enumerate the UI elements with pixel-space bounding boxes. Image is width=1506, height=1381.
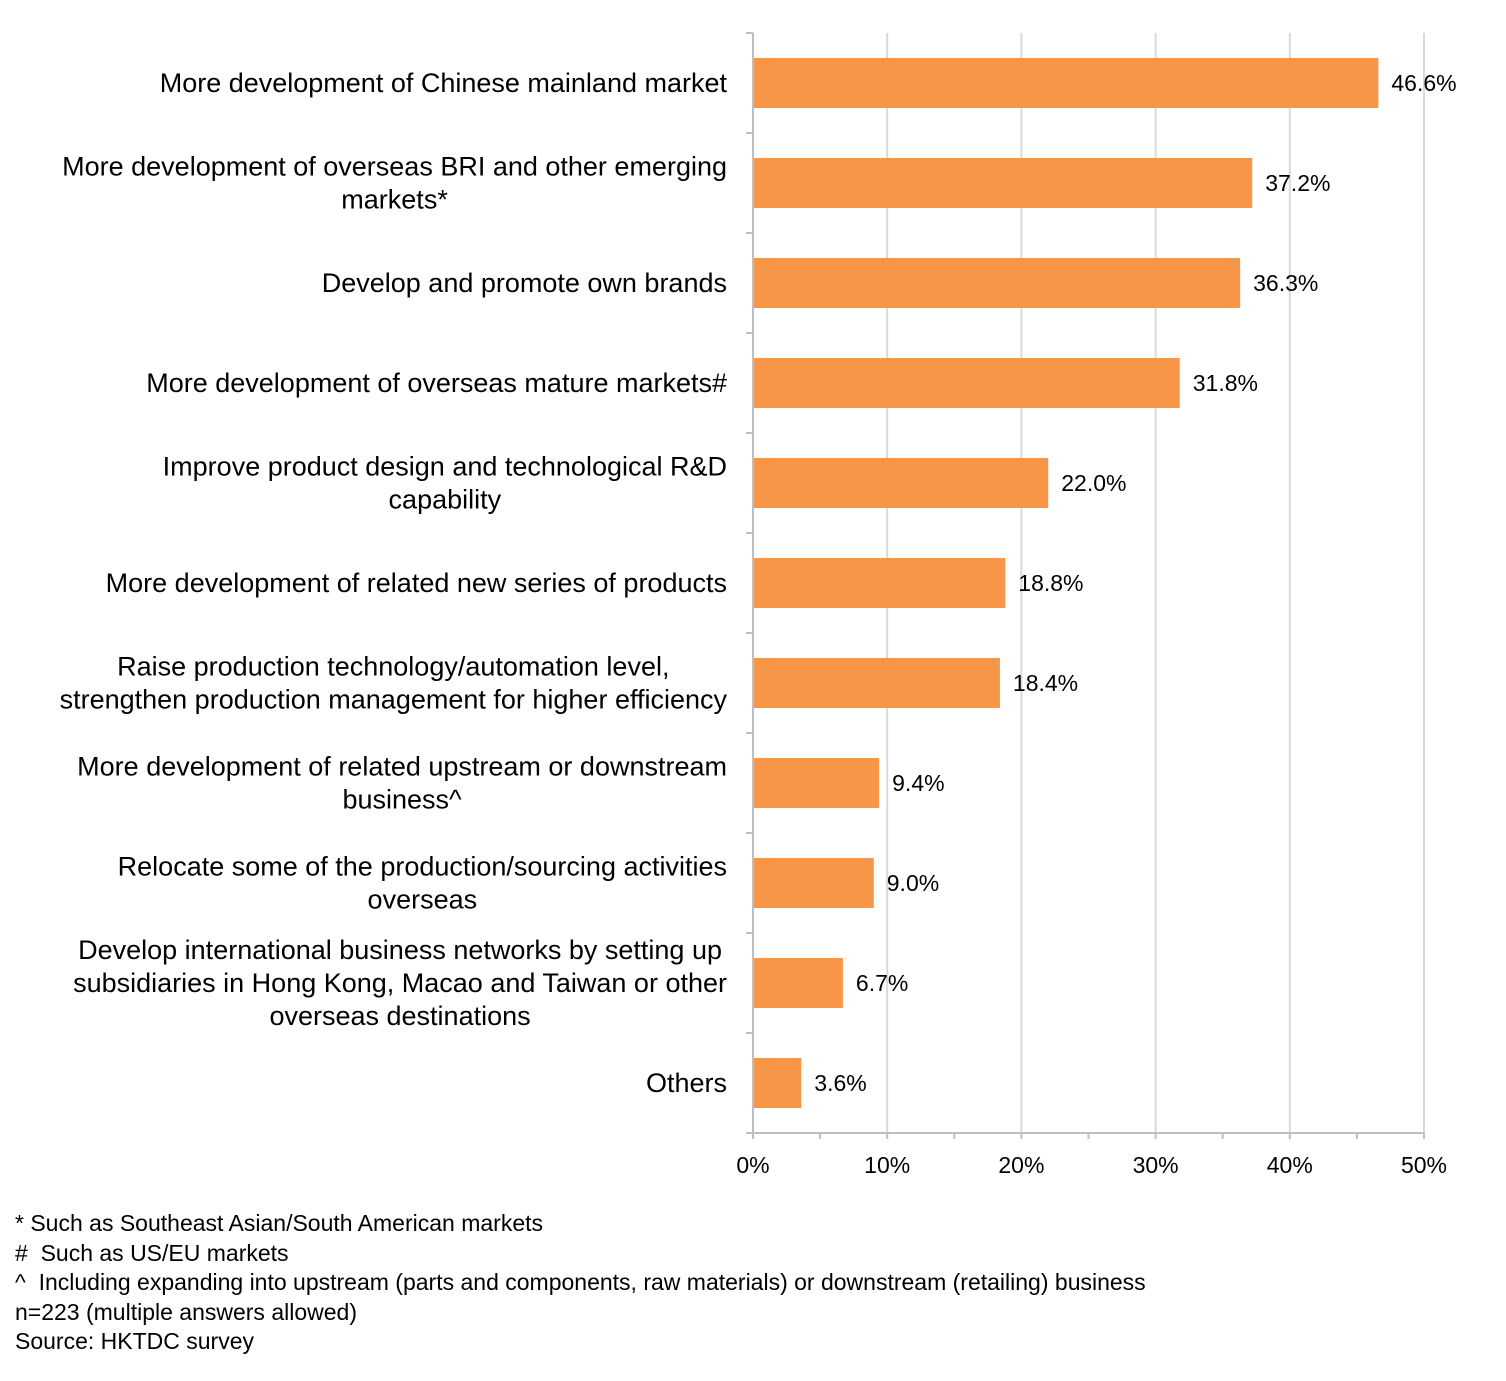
category-label: overseas	[368, 885, 478, 915]
category-label: More development of related upstream or …	[77, 752, 727, 782]
category-label: overseas destinations	[269, 1001, 530, 1031]
category-label: More development of related new series o…	[106, 568, 727, 598]
category-label: Relocate some of the production/sourcing…	[118, 852, 727, 882]
bar	[754, 358, 1180, 408]
category-label: More development of overseas BRI and oth…	[62, 152, 727, 182]
bar	[754, 658, 1000, 708]
footnote-caret: ^ Including expanding into upstream (par…	[15, 1269, 1146, 1295]
sample-size-note: n=223 (multiple answers allowed)	[15, 1298, 357, 1325]
category-labels: More development of Chinese mainland mar…	[60, 68, 728, 1098]
category-label: More development of overseas mature mark…	[146, 368, 727, 398]
data-label: 9.4%	[892, 770, 944, 796]
bar	[754, 458, 1049, 508]
axes	[746, 32, 1425, 1139]
bar	[754, 958, 843, 1008]
data-label: 18.8%	[1018, 570, 1083, 596]
category-label: Others	[646, 1068, 727, 1098]
bar	[754, 558, 1006, 608]
bar	[754, 758, 880, 808]
data-label: 46.6%	[1391, 70, 1456, 96]
x-tick-labels: 0% 10% 20% 30% 40% 50%	[736, 1152, 1447, 1178]
x-tick-label: 0%	[736, 1152, 769, 1178]
value-labels: 46.6% 37.2% 36.3% 31.8% 22.0% 18.8% 18.4% 9.4% 9…	[814, 70, 1456, 1096]
data-label: 37.2%	[1265, 170, 1330, 196]
data-label: 31.8%	[1193, 370, 1258, 396]
data-label: 18.4%	[1013, 670, 1078, 696]
data-label: 9.0%	[887, 870, 939, 896]
gridlines	[886, 33, 1425, 1133]
category-label: capability	[389, 485, 502, 515]
footnote-asterisk: * Such as Southeast Asian/South American…	[15, 1210, 544, 1236]
x-tick-label: 10%	[864, 1152, 910, 1178]
x-tick-label: 40%	[1267, 1152, 1313, 1178]
data-label: 22.0%	[1061, 470, 1126, 496]
category-label: subsidiaries in Hong Kong, Macao and Tai…	[73, 968, 727, 998]
bar	[754, 58, 1379, 108]
data-label: 6.7%	[856, 970, 908, 996]
bar	[754, 258, 1241, 308]
data-label: 36.3%	[1253, 270, 1318, 296]
bar	[754, 158, 1253, 208]
x-tick-label: 30%	[1133, 1152, 1179, 1178]
source-note: Source: HKTDC survey	[15, 1328, 255, 1354]
category-label: Raise production technology/automation l…	[117, 652, 669, 682]
footnote-hash: # Such as US/EU markets	[15, 1239, 289, 1266]
bar	[754, 858, 874, 908]
category-label: markets*	[341, 185, 448, 215]
category-label: business^	[342, 785, 462, 815]
bars	[754, 58, 1379, 1108]
x-tick-label: 50%	[1401, 1152, 1447, 1178]
data-label: 3.6%	[814, 1070, 866, 1096]
category-label: Develop and promote own brands	[322, 268, 727, 298]
footnotes: * Such as Southeast Asian/South American…	[15, 1209, 1146, 1357]
category-label: Improve product design and technological…	[163, 452, 727, 482]
category-label: More development of Chinese mainland mar…	[160, 68, 728, 98]
x-tick-label: 20%	[998, 1152, 1044, 1178]
bar-chart: More development of Chinese mainland mar…	[60, 32, 1457, 1178]
category-label: Develop international business networks …	[78, 935, 722, 965]
category-label: strengthen production management for hig…	[60, 685, 728, 715]
bar	[754, 1058, 802, 1108]
